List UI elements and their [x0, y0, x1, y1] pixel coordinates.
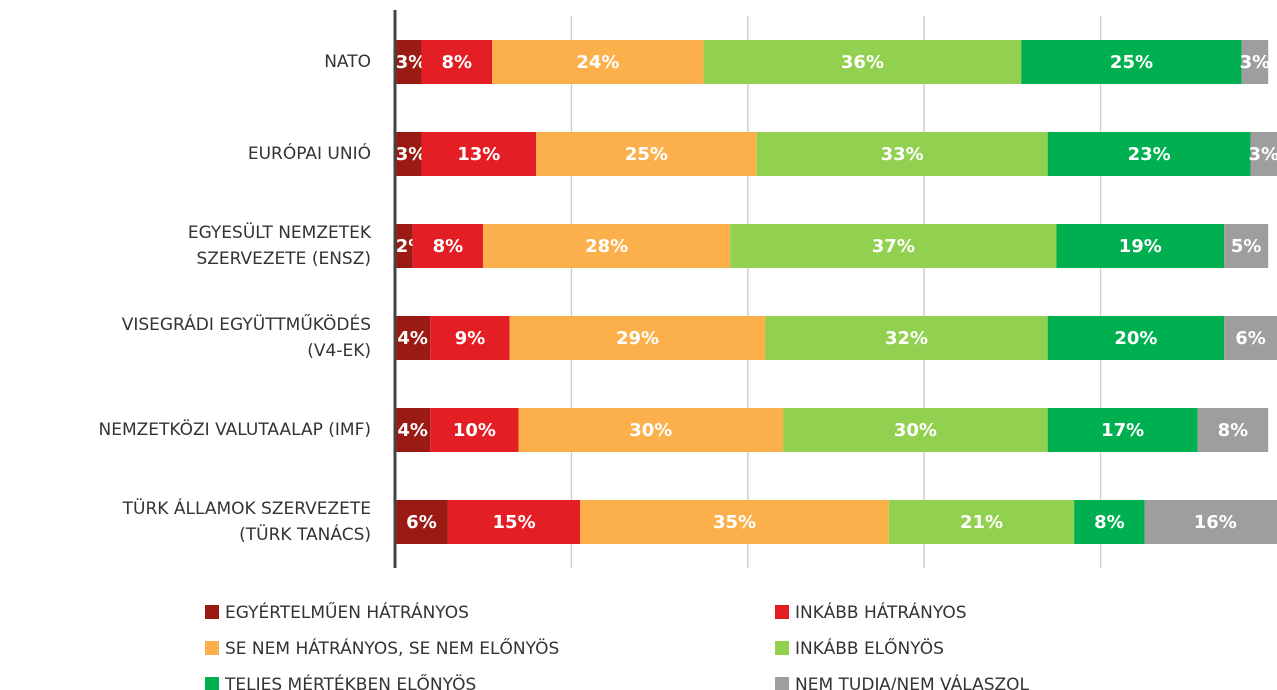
bar-segment: [1224, 316, 1277, 360]
bar-segment: [395, 408, 431, 452]
category-label: (TÜRK TANÁCS): [239, 523, 371, 545]
value-label: 5%: [1231, 236, 1262, 257]
category-label: TÜRK ÁLLAMOK SZERVEZETE: [122, 497, 371, 519]
bar-segment: [395, 40, 422, 84]
bar-segment: [1224, 224, 1269, 268]
value-label: 21%: [960, 512, 1003, 533]
legend-label: SE NEM HÁTRÁNYOS, SE NEM ELŐNYÖS: [225, 637, 559, 659]
value-label: 29%: [616, 328, 659, 349]
legend-label: TELJES MÉRTÉKBEN ELŐNYÖS: [224, 673, 476, 690]
value-label: 9%: [455, 328, 486, 349]
bar-segment: [483, 224, 731, 268]
value-label: 23%: [1128, 144, 1171, 165]
value-label: 35%: [713, 512, 756, 533]
bar-segment: [395, 132, 422, 176]
bar-segment: [1056, 224, 1225, 268]
legend-swatch: [775, 641, 789, 655]
legend-label: INKÁBB ELŐNYÖS: [795, 637, 944, 659]
category-label: SZERVEZETE (ENSZ): [196, 249, 371, 269]
bar-segment: [395, 316, 431, 360]
category-label: (V4-EK): [307, 341, 371, 361]
bar-segment: [1250, 132, 1277, 176]
value-label: 37%: [872, 236, 915, 257]
legend-swatch: [205, 641, 219, 655]
legend-label: NEM TUDJA/NEM VÁLASZOL: [795, 673, 1030, 690]
value-label: 4%: [397, 420, 428, 441]
value-label: 13%: [457, 144, 500, 165]
value-label: 24%: [576, 52, 619, 73]
bar-segment: [421, 40, 493, 84]
bar-segment: [430, 408, 519, 452]
bar-segment: [518, 408, 784, 452]
category-label: VISEGRÁDI EGYÜTTMŰKÖDÉS: [122, 313, 371, 335]
legend-label: INKÁBB HÁTRÁNYOS: [795, 601, 967, 623]
bar-segment: [430, 316, 510, 360]
category-label: NEMZETKÖZI VALUTAALAP (IMF): [99, 418, 371, 440]
bar-segment: [783, 408, 1048, 452]
value-label: 16%: [1194, 512, 1237, 533]
value-label: 8%: [433, 236, 464, 257]
category-label: EURÓPAI UNIÓ: [248, 142, 371, 164]
bar-segment: [888, 500, 1075, 544]
bar-segment: [1074, 500, 1145, 544]
value-label: 15%: [493, 512, 536, 533]
value-label: 17%: [1101, 420, 1144, 441]
bar-segment: [1047, 316, 1225, 360]
bar-segment: [730, 224, 1057, 268]
bar-segment: [412, 224, 484, 268]
legend-swatch: [205, 605, 219, 619]
value-label: 30%: [894, 420, 937, 441]
value-label: 33%: [881, 144, 924, 165]
value-label: 20%: [1114, 328, 1157, 349]
bar-segment: [765, 316, 1048, 360]
bar-segment: [509, 316, 766, 360]
legend-label: EGYÉRTELMŰEN HÁTRÁNYOS: [225, 601, 469, 623]
category-label: NATO: [324, 52, 371, 72]
category-label: EGYESÜLT NEMZETEK: [188, 221, 372, 243]
legend-swatch: [775, 677, 789, 690]
value-label: 3%: [1240, 52, 1271, 73]
value-label: 28%: [585, 236, 628, 257]
value-label: 30%: [629, 420, 672, 441]
bar-segment: [1021, 40, 1242, 84]
bar-segment: [492, 40, 704, 84]
value-label: 4%: [397, 328, 428, 349]
bar-segment: [447, 500, 581, 544]
bar-segment: [1197, 408, 1269, 452]
value-label: 8%: [1218, 420, 1249, 441]
value-label: 36%: [841, 52, 884, 73]
bar-segment: [421, 132, 537, 176]
value-label: 6%: [406, 512, 437, 533]
value-label: 25%: [1110, 52, 1153, 73]
value-label: 8%: [441, 52, 472, 73]
bar-segment: [536, 132, 757, 176]
value-label: 10%: [453, 420, 496, 441]
value-label: 3%: [396, 144, 427, 165]
bar-segment: [703, 40, 1022, 84]
bar-segment: [1047, 132, 1251, 176]
bar-segment: [756, 132, 1048, 176]
bar-segment: [1241, 40, 1269, 84]
legend-swatch: [775, 605, 789, 619]
bar-segment: [1047, 408, 1198, 452]
value-label: 3%: [396, 52, 427, 73]
legend-swatch: [205, 677, 219, 690]
value-label: 32%: [885, 328, 928, 349]
bar-segment: [395, 224, 413, 268]
bar-segment: [395, 500, 448, 544]
value-label: 25%: [625, 144, 668, 165]
bar-segment: [1144, 500, 1277, 544]
value-label: 8%: [1094, 512, 1125, 533]
value-label: 19%: [1119, 236, 1162, 257]
bar-segment: [580, 500, 889, 544]
value-label: 3%: [1248, 144, 1277, 165]
value-label: 6%: [1235, 328, 1266, 349]
